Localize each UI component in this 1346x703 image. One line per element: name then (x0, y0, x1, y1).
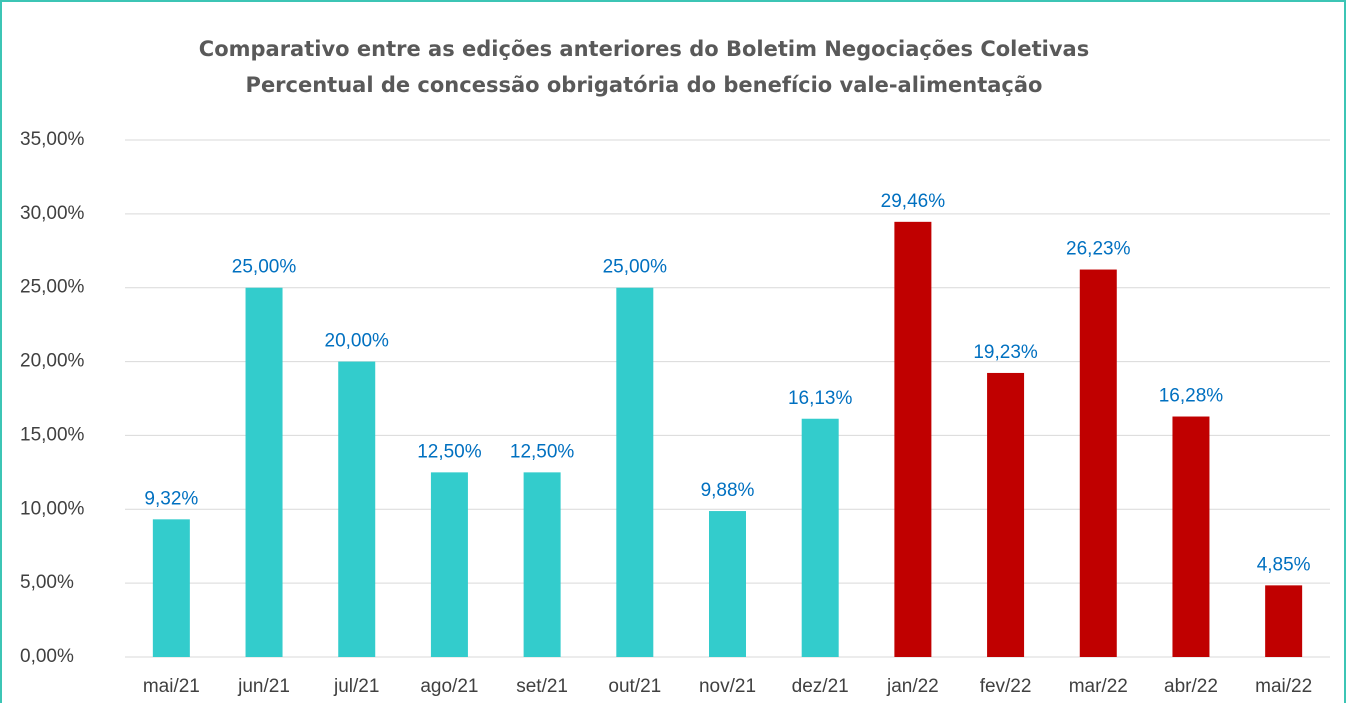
x-tick-label: fev/22 (980, 676, 1032, 697)
bar (245, 287, 283, 657)
bar (801, 418, 839, 657)
data-label: 29,46% (881, 191, 946, 212)
bar (709, 511, 746, 657)
chart-subtitle: Percentual de concessão obrigatória do b… (246, 73, 1043, 97)
bar (152, 519, 190, 657)
x-tick-label: mai/21 (143, 676, 200, 697)
data-label: 12,50% (417, 441, 482, 462)
bar (894, 221, 932, 657)
y-tick-label: 35,00% (20, 129, 85, 150)
y-tick-label: 0,00% (20, 646, 74, 667)
bar (987, 372, 1025, 657)
bar (616, 287, 654, 657)
x-tick-label: jun/21 (237, 676, 290, 697)
data-label: 19,23% (973, 342, 1038, 363)
y-tick-label: 25,00% (20, 277, 85, 298)
x-tick-label: jul/21 (333, 676, 379, 697)
x-tick-label: jan/22 (886, 676, 939, 697)
bar (430, 472, 468, 657)
data-label: 9,32% (144, 488, 198, 509)
chart-title: Comparativo entre as edições anteriores … (199, 37, 1089, 61)
bar (1172, 416, 1210, 657)
x-tick-label: abr/22 (1164, 676, 1218, 697)
bar (523, 472, 561, 657)
data-label: 25,00% (603, 257, 668, 278)
data-label: 20,00% (325, 331, 390, 352)
data-label: 9,88% (701, 480, 755, 501)
data-label: 4,85% (1257, 554, 1311, 575)
bar (338, 361, 376, 657)
x-tick-label: mai/22 (1255, 676, 1312, 697)
y-tick-label: 20,00% (20, 351, 85, 372)
x-tick-label: out/21 (608, 676, 661, 697)
data-label: 16,28% (1159, 386, 1224, 407)
bar (1079, 269, 1117, 657)
x-tick-label: mar/22 (1069, 676, 1128, 697)
data-label: 16,13% (788, 388, 853, 409)
x-tick-label: ago/21 (420, 676, 478, 697)
x-tick-label: set/21 (516, 676, 568, 697)
bar (1265, 585, 1303, 657)
x-tick-label: dez/21 (792, 676, 849, 697)
data-label: 26,23% (1066, 239, 1131, 260)
data-label: 25,00% (232, 257, 297, 278)
x-tick-label: nov/21 (699, 676, 756, 697)
y-tick-label: 10,00% (20, 498, 85, 519)
data-label: 12,50% (510, 441, 575, 462)
y-tick-label: 5,00% (20, 572, 74, 593)
y-tick-label: 30,00% (20, 203, 85, 224)
y-tick-label: 15,00% (20, 424, 85, 445)
